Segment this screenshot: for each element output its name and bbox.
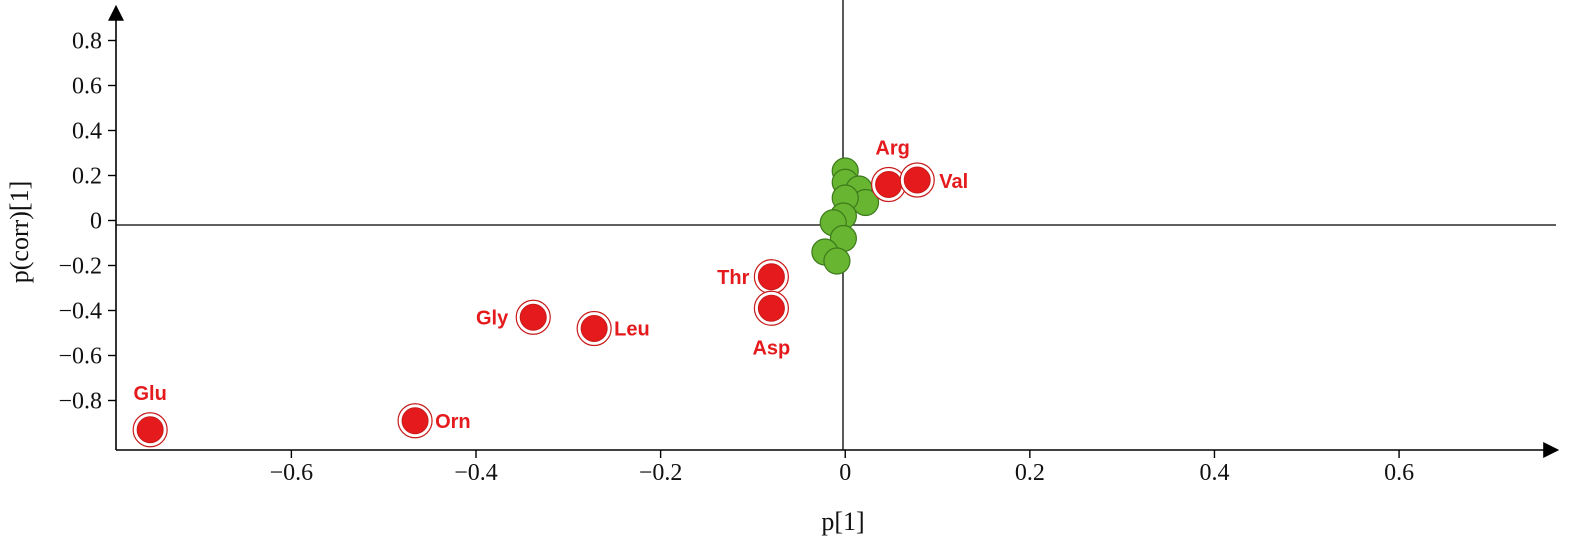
x-tick-label: 0.2	[1015, 460, 1045, 486]
point-label-arg: Arg	[875, 138, 909, 160]
point-label-gly: Gly	[476, 307, 509, 329]
point-label-orn: Orn	[435, 411, 471, 433]
x-tick-label: 0.4	[1199, 460, 1229, 486]
scatter-point	[823, 247, 851, 275]
x-axis-title: p[1]	[821, 507, 864, 536]
labels-layer: Arg Val Thr Asp Gly Leu Orn Glu	[133, 138, 968, 433]
point-label-thr: Thr	[717, 267, 749, 289]
y-tick-label: −0.2	[58, 254, 102, 280]
point-label-leu: Leu	[614, 319, 650, 341]
highlighted-point	[903, 166, 931, 194]
x-tick-label: −0.6	[270, 460, 314, 486]
y-tick-label: −0.6	[58, 344, 102, 370]
y-tick-label: 0	[90, 209, 102, 235]
x-tick-label: 0.6	[1384, 460, 1414, 486]
y-tick-label: 0.4	[72, 119, 102, 145]
x-tick-label: 0	[839, 460, 851, 486]
y-axis-title: p(corr)[1]	[5, 181, 34, 284]
point-label-val: Val	[939, 171, 968, 193]
highlighted-point	[757, 263, 785, 291]
highlighted-point	[519, 303, 547, 331]
point-label-glu: Glu	[133, 383, 166, 405]
highlighted-point	[757, 294, 785, 322]
highlighted-point	[401, 407, 429, 435]
highlighted-point	[875, 171, 903, 198]
highlighted-point	[136, 416, 164, 444]
highlighted-point	[580, 315, 608, 342]
x-tick-label: −0.4	[454, 460, 498, 486]
y-tick-label: 0.6	[72, 74, 102, 100]
point-label-asp: Asp	[752, 337, 790, 359]
points-layer	[132, 157, 935, 448]
x-tick-label: −0.2	[639, 460, 683, 486]
y-tick-label: −0.8	[58, 389, 102, 415]
y-tick-label: 0.2	[72, 164, 102, 190]
y-tick-label: 0.8	[72, 29, 102, 55]
y-tick-label: −0.4	[58, 299, 102, 325]
ticks-layer: −0.6 −0.4 −0.2 0 0.2 0.4 0.6 0.8 0.6 0.4 0.2 0 −0.2 −…	[58, 29, 1414, 487]
